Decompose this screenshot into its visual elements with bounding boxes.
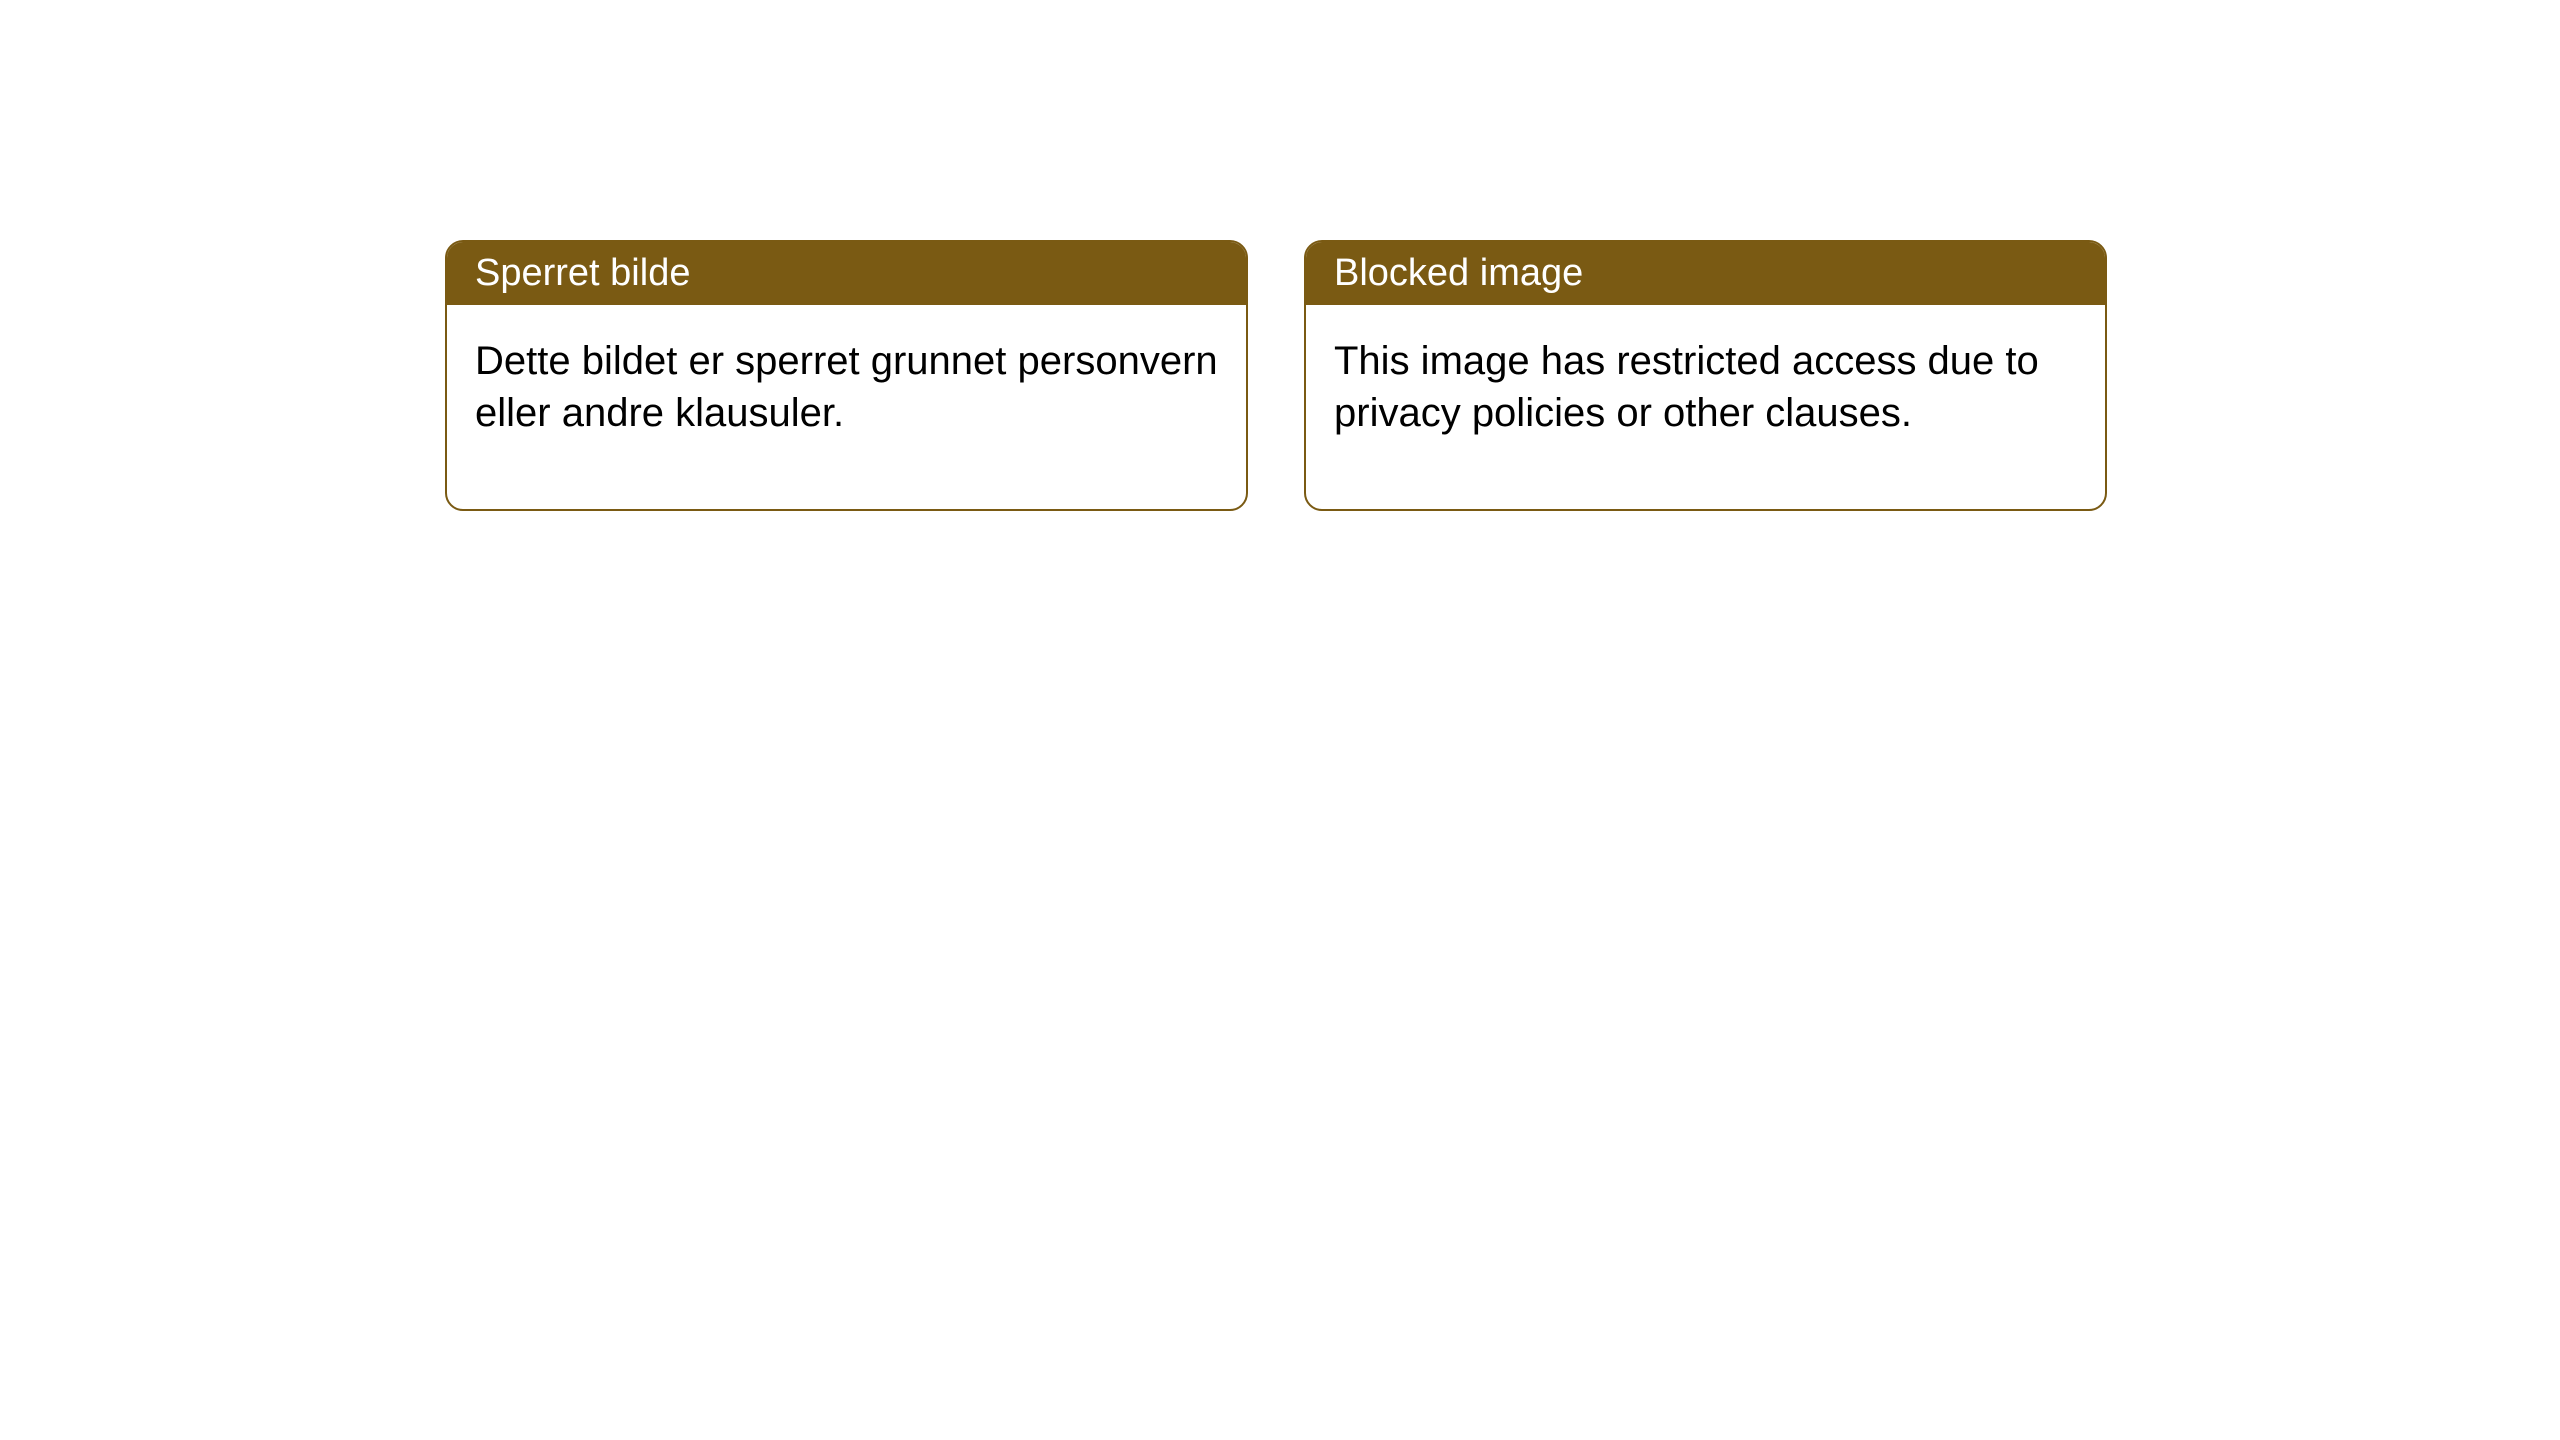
notice-card-english: Blocked image This image has restricted … <box>1304 240 2107 511</box>
notice-container: Sperret bilde Dette bildet er sperret gr… <box>445 240 2107 511</box>
notice-header: Blocked image <box>1306 242 2105 305</box>
notice-card-norwegian: Sperret bilde Dette bildet er sperret gr… <box>445 240 1248 511</box>
notice-body: Dette bildet er sperret grunnet personve… <box>447 305 1246 509</box>
notice-body: This image has restricted access due to … <box>1306 305 2105 509</box>
notice-header: Sperret bilde <box>447 242 1246 305</box>
